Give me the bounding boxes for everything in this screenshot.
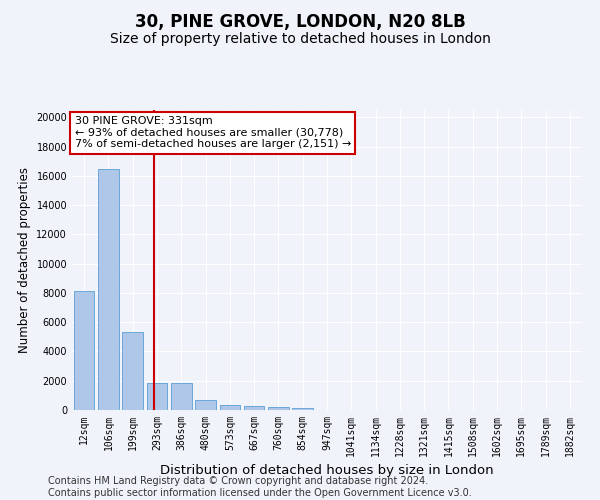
Bar xyxy=(146,383,167,410)
Bar xyxy=(98,168,119,410)
Text: Size of property relative to detached houses in London: Size of property relative to detached ho… xyxy=(110,32,490,46)
Text: 30, PINE GROVE, LONDON, N20 8LB: 30, PINE GROVE, LONDON, N20 8LB xyxy=(134,12,466,30)
X-axis label: Distribution of detached houses by size in London: Distribution of detached houses by size … xyxy=(160,464,494,477)
Bar xyxy=(268,407,289,410)
Bar xyxy=(244,406,265,410)
Text: 30 PINE GROVE: 331sqm
← 93% of detached houses are smaller (30,778)
7% of semi-d: 30 PINE GROVE: 331sqm ← 93% of detached … xyxy=(74,116,351,149)
Text: Contains HM Land Registry data © Crown copyright and database right 2024.
Contai: Contains HM Land Registry data © Crown c… xyxy=(48,476,472,498)
Bar xyxy=(122,332,143,410)
Bar xyxy=(292,408,313,410)
Y-axis label: Number of detached properties: Number of detached properties xyxy=(18,167,31,353)
Bar xyxy=(74,292,94,410)
Bar xyxy=(220,405,240,410)
Bar xyxy=(195,400,216,410)
Bar xyxy=(171,383,191,410)
